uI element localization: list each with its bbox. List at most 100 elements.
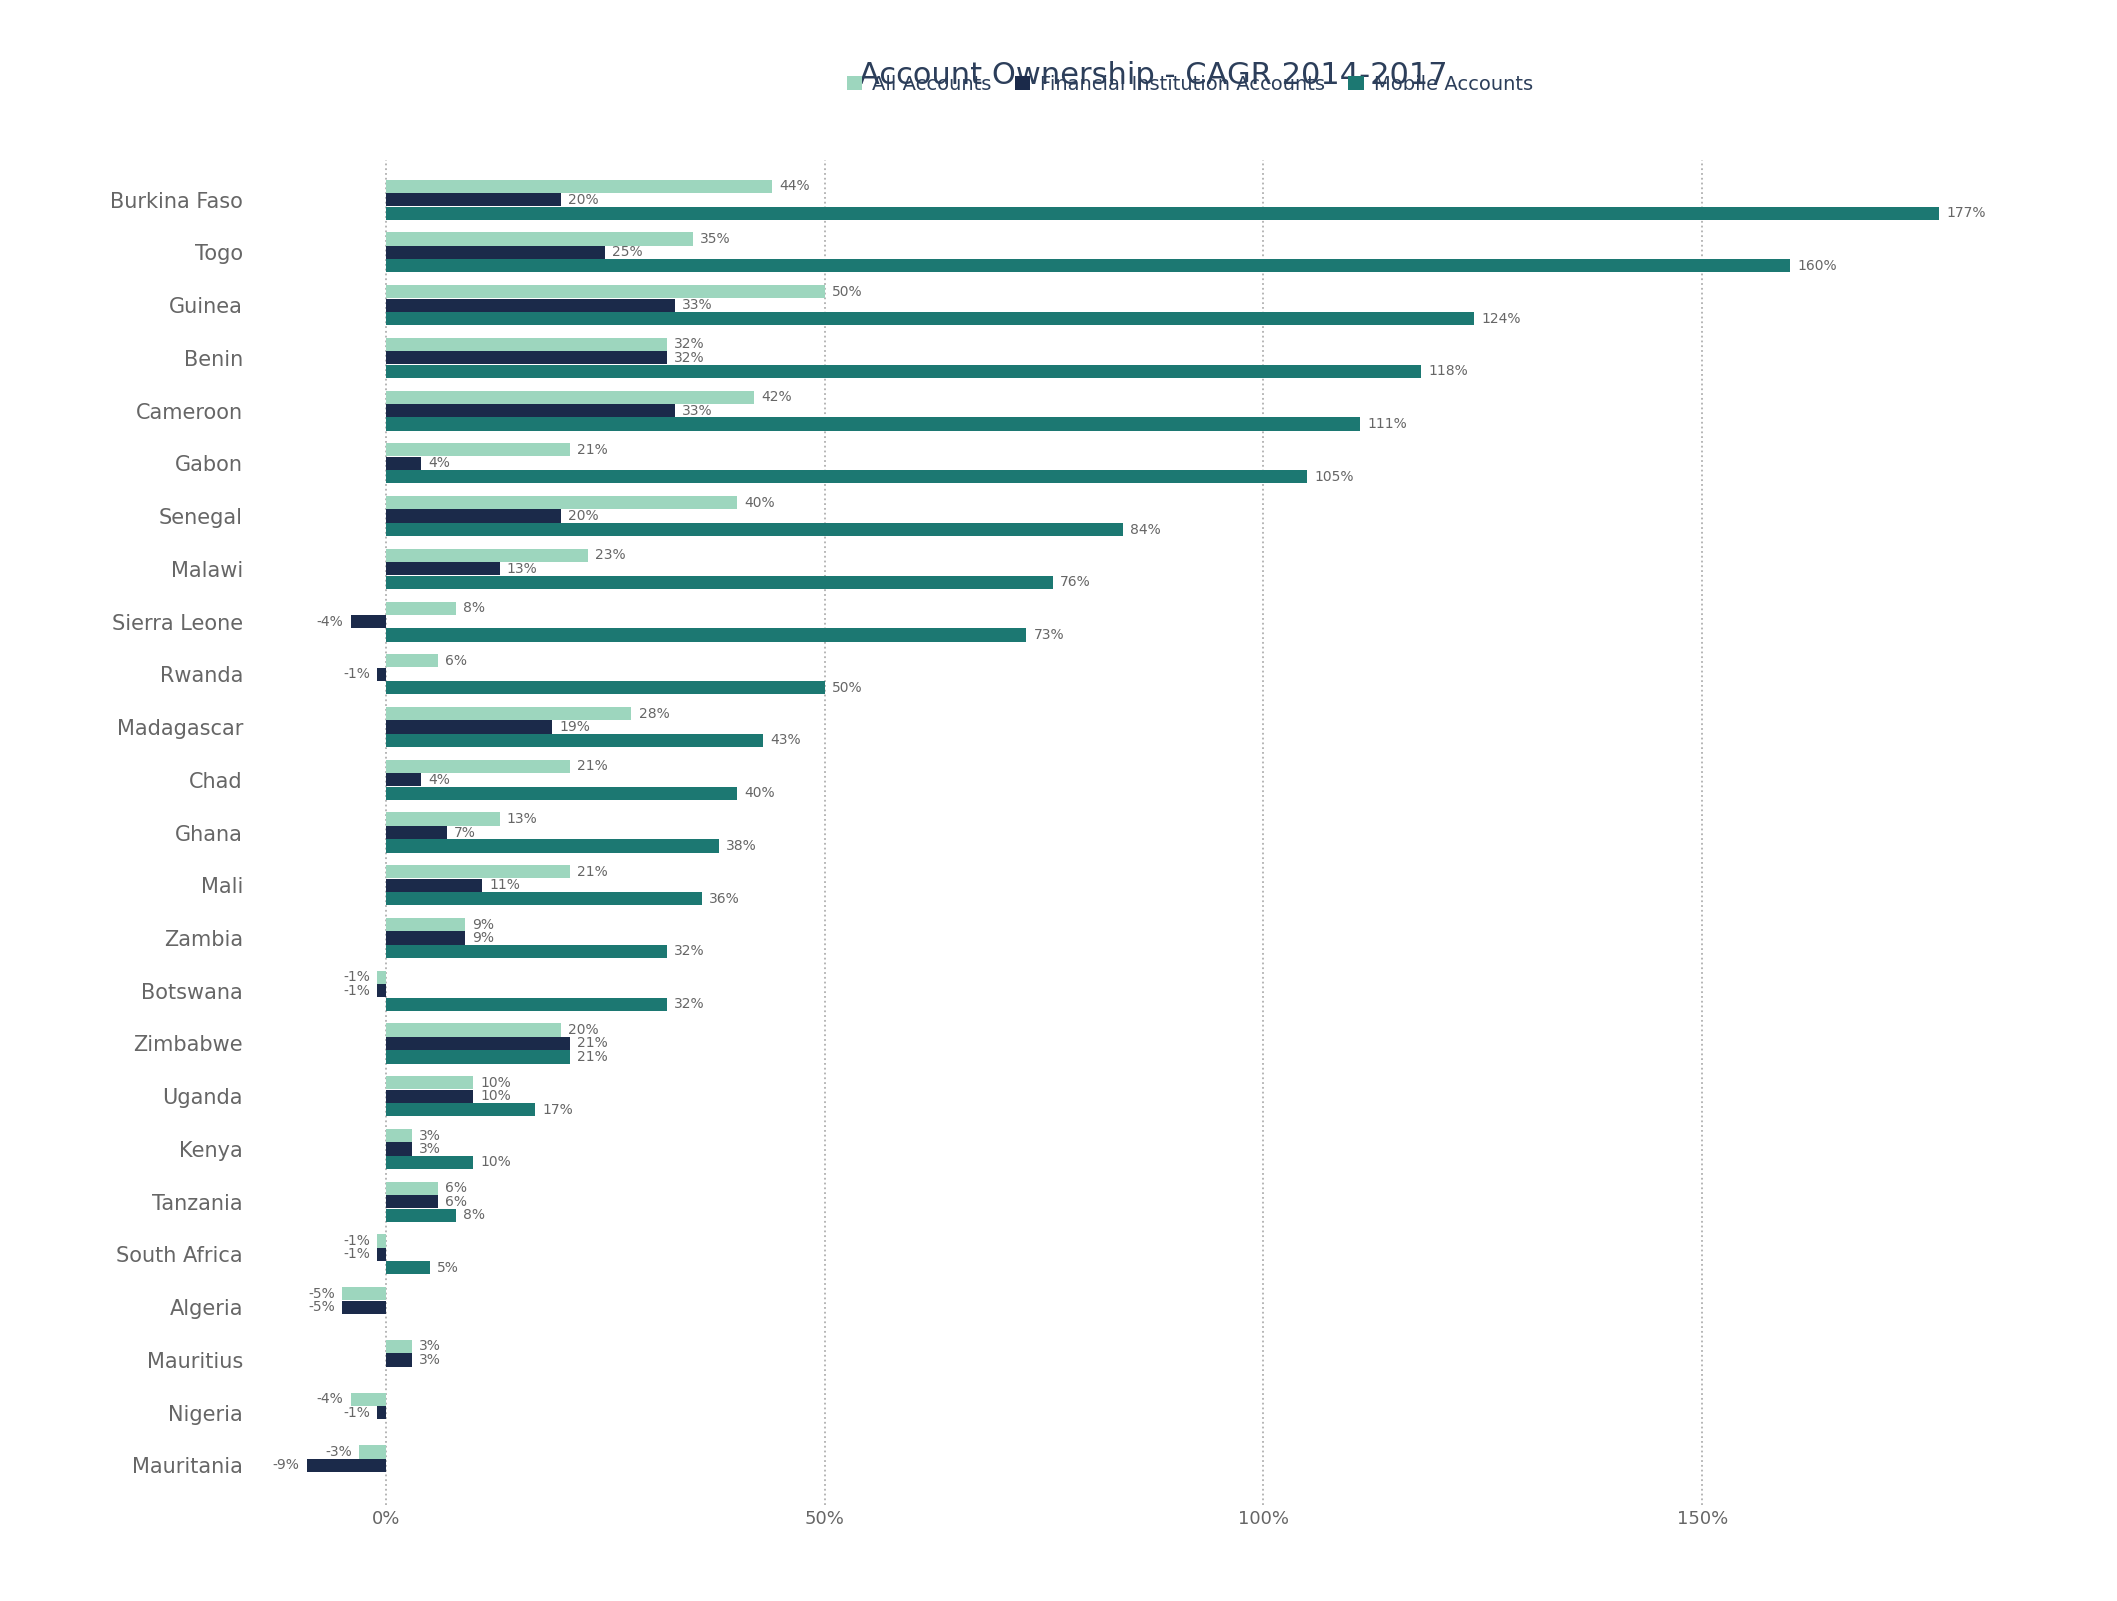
Bar	[385, 1103, 536, 1116]
Bar	[360, 1446, 385, 1459]
Bar	[385, 1262, 430, 1274]
Text: 111%: 111%	[1368, 416, 1408, 431]
Text: 10%: 10%	[481, 1076, 512, 1090]
Bar	[385, 760, 569, 773]
Bar	[377, 985, 385, 997]
Bar	[341, 1300, 385, 1314]
Text: 5%: 5%	[436, 1262, 459, 1274]
Bar	[385, 917, 466, 932]
Text: 3%: 3%	[419, 1129, 440, 1143]
Title: Account Ownership - CAGR 2014-2017: Account Ownership - CAGR 2014-2017	[860, 61, 1448, 90]
Legend: All Accounts, Financial Institution Accounts, Mobile Accounts: All Accounts, Financial Institution Acco…	[840, 69, 1539, 99]
Bar	[377, 1406, 385, 1418]
Bar	[385, 1090, 474, 1103]
Bar	[385, 708, 631, 720]
Bar	[385, 365, 1421, 378]
Bar	[385, 351, 667, 365]
Text: -5%: -5%	[309, 1287, 334, 1300]
Bar	[385, 1050, 569, 1063]
Text: 177%: 177%	[1946, 207, 1986, 219]
Bar	[385, 496, 737, 509]
Text: 3%: 3%	[419, 1340, 440, 1353]
Text: 4%: 4%	[428, 773, 449, 786]
Text: 36%: 36%	[709, 892, 739, 906]
Bar	[385, 194, 561, 207]
Bar	[385, 1353, 413, 1367]
Text: 19%: 19%	[559, 720, 591, 733]
Bar	[385, 879, 483, 892]
Bar	[377, 1234, 385, 1247]
Text: -3%: -3%	[326, 1446, 351, 1459]
Bar	[377, 1247, 385, 1262]
Bar	[385, 1037, 569, 1050]
Text: 32%: 32%	[673, 945, 705, 959]
Text: 4%: 4%	[428, 456, 449, 471]
Bar	[385, 232, 692, 245]
Bar	[385, 892, 701, 905]
Text: 9%: 9%	[472, 917, 493, 932]
Text: 124%: 124%	[1482, 312, 1520, 325]
Text: 76%: 76%	[1061, 575, 1090, 589]
Bar	[385, 207, 1939, 219]
Text: -1%: -1%	[343, 1234, 370, 1249]
Text: 3%: 3%	[419, 1353, 440, 1367]
Text: -1%: -1%	[343, 1247, 370, 1262]
Bar	[385, 524, 1122, 536]
Text: 10%: 10%	[481, 1089, 512, 1103]
Bar	[351, 615, 385, 628]
Bar	[385, 655, 438, 668]
Text: 6%: 6%	[445, 653, 468, 668]
Text: 13%: 13%	[506, 562, 538, 576]
Text: 9%: 9%	[472, 932, 493, 945]
Text: 8%: 8%	[464, 1209, 485, 1222]
Bar	[385, 680, 826, 695]
Bar	[385, 456, 421, 471]
Bar	[385, 932, 466, 945]
Text: 21%: 21%	[578, 1036, 608, 1050]
Text: 23%: 23%	[595, 549, 625, 562]
Text: 32%: 32%	[673, 997, 705, 1012]
Bar	[385, 1194, 438, 1209]
Text: 35%: 35%	[701, 232, 730, 247]
Text: -5%: -5%	[309, 1300, 334, 1314]
Bar	[385, 773, 421, 786]
Text: 105%: 105%	[1315, 469, 1355, 484]
Bar	[385, 839, 720, 853]
Bar	[341, 1287, 385, 1300]
Text: 32%: 32%	[673, 351, 705, 365]
Text: 43%: 43%	[771, 733, 800, 748]
Text: 13%: 13%	[506, 812, 538, 826]
Bar	[385, 629, 1027, 642]
Text: 7%: 7%	[455, 826, 476, 839]
Text: 21%: 21%	[578, 443, 608, 456]
Text: 10%: 10%	[481, 1156, 512, 1169]
Bar	[385, 1023, 561, 1036]
Text: -1%: -1%	[343, 1406, 370, 1420]
Text: 21%: 21%	[578, 865, 608, 879]
Bar	[307, 1459, 385, 1471]
Bar	[385, 549, 589, 562]
Bar	[385, 179, 773, 192]
Bar	[351, 1393, 385, 1406]
Text: 40%: 40%	[743, 786, 775, 800]
Bar	[385, 471, 1308, 484]
Bar	[385, 1076, 474, 1089]
Text: 20%: 20%	[567, 192, 599, 207]
Text: 160%: 160%	[1797, 259, 1838, 272]
Bar	[385, 1209, 455, 1222]
Bar	[385, 945, 667, 957]
Text: 20%: 20%	[567, 509, 599, 524]
Text: 3%: 3%	[419, 1142, 440, 1156]
Bar	[377, 668, 385, 680]
Text: -4%: -4%	[318, 615, 343, 629]
Text: -1%: -1%	[343, 970, 370, 985]
Text: 6%: 6%	[445, 1194, 468, 1209]
Text: 11%: 11%	[489, 879, 521, 892]
Bar	[385, 1129, 413, 1142]
Text: 21%: 21%	[578, 759, 608, 773]
Bar	[385, 418, 1359, 431]
Text: 33%: 33%	[682, 298, 713, 312]
Bar	[385, 285, 826, 298]
Bar	[385, 1340, 413, 1353]
Text: 44%: 44%	[779, 179, 809, 194]
